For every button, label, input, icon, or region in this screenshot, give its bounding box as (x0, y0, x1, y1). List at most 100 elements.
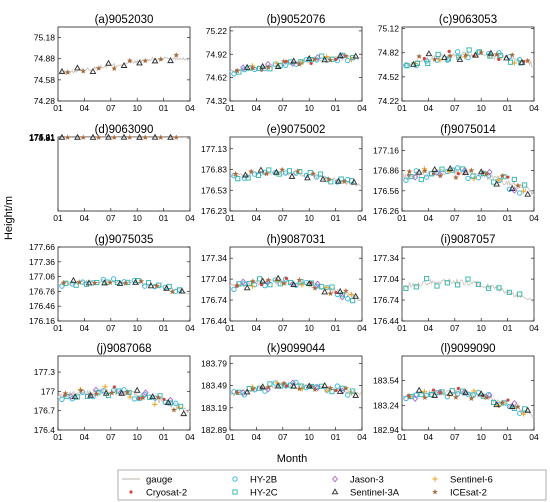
panel-k-9099044: (k)9099044 182.89 183.19 183.49 183.79 01 04 07… (201, 343, 367, 442)
marker-icesat-2 (80, 134, 87, 140)
marker-hy-2c (288, 59, 294, 65)
marker-cryosat-2 (506, 175, 510, 179)
x-tick-label: 04 (357, 103, 367, 113)
marker-icesat-2 (416, 53, 422, 59)
x-tick-label: 04 (80, 103, 90, 113)
x-tick-label: 04 (252, 213, 262, 223)
marker-hy-2c (517, 291, 523, 297)
marker-icesat-2 (76, 279, 83, 285)
marker-icesat-2 (431, 56, 438, 62)
marker-icesat-2 (493, 51, 500, 57)
x-tick-label: 01 (225, 323, 235, 333)
marker-hy-2c (455, 282, 461, 288)
marker-icesat-2 (310, 170, 317, 177)
marker-sentinel-6 (520, 411, 527, 417)
marker-sentinel-3a (70, 276, 77, 283)
marker-hy-2c (178, 403, 184, 409)
marker-cryosat-2 (334, 57, 338, 61)
marker-icesat-2 (281, 58, 287, 64)
marker-hy-2c (147, 394, 153, 400)
marker-sentinel-3a (477, 390, 485, 397)
marker-sentinel-3a (352, 391, 360, 398)
legend-label: Jason-3 (350, 475, 384, 486)
marker-hy-2c (255, 172, 262, 178)
x-tick-label: 01 (331, 103, 341, 113)
marker-hy-2b (241, 175, 247, 181)
marker-icesat-2 (153, 282, 160, 289)
marker-icesat-2 (232, 170, 239, 177)
x-tick-label: 07 (450, 432, 460, 442)
legend-swatch (331, 475, 339, 483)
panel-e-9075002: (e)9075002 176.23 176.53 176.83 177.13 01 04 07… (201, 124, 367, 223)
marker-sentinel-3a (149, 393, 157, 400)
marker-sentinel-3a (350, 178, 358, 185)
marker-hy-2b (262, 282, 268, 289)
marker-sentinel-3a (105, 59, 112, 66)
marker-icesat-2 (91, 280, 98, 286)
x-tick-label: 07 (106, 432, 116, 442)
marker-hy-2c (518, 60, 524, 66)
marker-hy-2c (235, 176, 241, 182)
x-tick-label: 01 (397, 432, 407, 442)
marker-cryosat-2 (422, 57, 426, 61)
marker-hy-2c (319, 284, 325, 290)
marker-sentinel-3a (116, 279, 124, 286)
marker-hy-2c (257, 385, 263, 391)
marker-sentinel-3a (178, 287, 186, 294)
marker-sentinel-3a (352, 52, 360, 59)
y-tick-label: 177.13 (201, 144, 227, 154)
x-tick-label: 01 (53, 432, 63, 442)
marker-sentinel-6 (348, 291, 355, 297)
marker-sentinel-3a (524, 406, 532, 413)
marker-sentinel-3a (304, 174, 311, 181)
marker-hy-2c (475, 281, 481, 287)
legend-item-gauge: gauge (122, 475, 172, 486)
x-tick-label: 10 (476, 213, 486, 223)
marker-hy-2c (286, 168, 293, 174)
marker-sentinel-3a (518, 58, 526, 65)
y-tick-label: 173.91 (29, 133, 55, 143)
marker-sentinel-6 (446, 168, 452, 175)
marker-sentinel-3a (147, 282, 155, 289)
marker-sentinel-3a (243, 63, 251, 70)
legend-swatch (331, 488, 339, 495)
plot-area (229, 246, 363, 322)
marker-icesat-2 (478, 49, 485, 55)
x-axis-label: Month (277, 453, 308, 465)
y-tick-label: 176.23 (201, 206, 227, 216)
marker-hy-2b (90, 393, 96, 400)
x-tick-label: 07 (106, 213, 116, 223)
x-tick-label: 04 (424, 323, 434, 333)
x-tick-label: 01 (159, 323, 169, 333)
marker-sentinel-6 (324, 285, 330, 291)
marker-cryosat-2 (309, 61, 313, 65)
marker-hy-2b (423, 174, 430, 180)
x-tick-label: 07 (450, 323, 460, 333)
marker-sentinel-3a (462, 169, 470, 176)
marker-sentinel-3a (487, 49, 495, 56)
marker-sentinel-3a (305, 280, 313, 287)
marker-icesat-2 (484, 394, 490, 401)
marker-sentinel-3a (508, 185, 516, 191)
marker-hy-2c (413, 284, 419, 290)
marker-hy-2b (231, 71, 237, 77)
marker-sentinel-3a (335, 177, 342, 184)
marker-icesat-2 (234, 282, 241, 288)
marker-hy-2c (491, 179, 497, 185)
marker-icesat-2 (468, 395, 475, 401)
marker-jason-3 (412, 173, 419, 181)
x-tick-label: 04 (529, 103, 539, 113)
y-tick-label: 176.44 (373, 316, 399, 326)
panel-title: (d)9063090 (95, 124, 154, 136)
legend-swatch (232, 476, 238, 482)
marker-icesat-2 (169, 288, 176, 295)
marker-jason-3 (314, 280, 321, 288)
marker-hy-2c (408, 174, 414, 180)
marker-hy-2c (506, 289, 512, 295)
marker-icesat-2 (406, 393, 413, 400)
y-tick-label: 177.36 (29, 257, 55, 267)
marker-sentinel-3a (133, 386, 141, 393)
marker-hy-2b (465, 175, 471, 182)
marker-hy-2b (345, 392, 351, 398)
marker-hy-2c (465, 276, 471, 282)
